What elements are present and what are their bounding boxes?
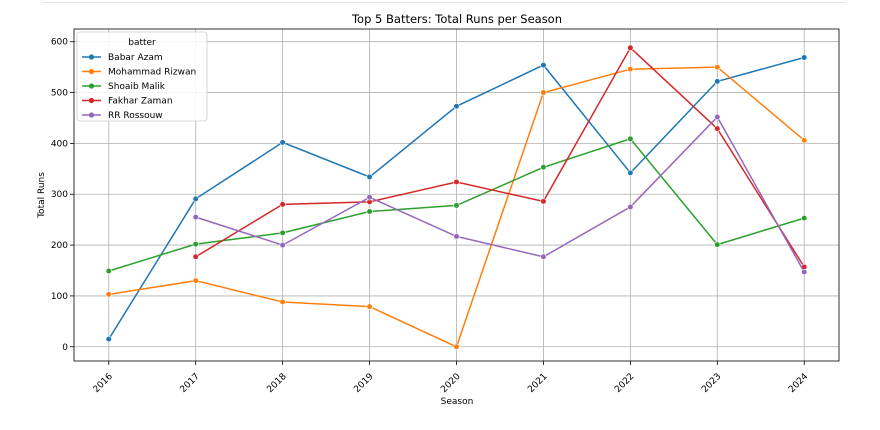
data-point-babar-azam: [279, 139, 286, 146]
x-tick-label: 2024: [787, 372, 810, 395]
data-point-mohammad-rizwan: [627, 66, 634, 73]
series-line-rr-rossouw: [195, 115, 805, 273]
legend-item-shoaib-malik: Shoaib Malik: [82, 82, 166, 92]
data-point-mohammad-rizwan: [279, 298, 286, 306]
x-tick-label: 2023: [700, 372, 723, 395]
series-lines: [105, 44, 808, 350]
data-point-rr-rossouw: [453, 233, 460, 240]
data-point-babar-azam: [105, 336, 112, 343]
data-point-mohammad-rizwan: [366, 303, 373, 310]
y-tick-label: 300: [51, 190, 68, 200]
y-tick-label: 0: [62, 343, 68, 353]
data-point-fakhar-zaman: [192, 253, 199, 260]
data-point-rr-rossouw: [801, 268, 808, 276]
series-mohammad-rizwan: [105, 64, 808, 350]
data-point-shoaib-malik: [627, 135, 634, 142]
data-point-shoaib-malik: [453, 202, 460, 209]
y-tick-label: 100: [51, 292, 68, 302]
legend-item-fakhar-zaman: Fakhar Zaman: [82, 97, 173, 107]
legend-item-rr-rossouw: RR Rossouw: [82, 111, 163, 121]
data-point-shoaib-malik: [801, 215, 808, 222]
data-point-rr-rossouw: [540, 253, 547, 260]
data-point-babar-azam: [366, 173, 373, 181]
legend-label: Mohammad Rizwan: [108, 68, 196, 78]
data-point-babar-azam: [453, 103, 460, 110]
data-point-shoaib-malik: [279, 229, 286, 236]
legend-label: Babar Azam: [108, 53, 163, 63]
legend-label: Fakhar Zaman: [108, 97, 173, 107]
data-point-babar-azam: [540, 61, 547, 69]
legend-item-mohammad-rizwan: Mohammad Rizwan: [82, 68, 196, 78]
data-point-mohammad-rizwan: [540, 89, 547, 96]
data-point-rr-rossouw: [714, 113, 721, 121]
x-tick-label: 2019: [352, 372, 375, 395]
data-point-babar-azam: [714, 78, 721, 85]
legend-swatch-marker: [88, 97, 95, 104]
y-axis-label: Total Runs: [37, 172, 47, 219]
data-point-fakhar-zaman: [540, 198, 547, 205]
legend-swatch-marker: [88, 83, 95, 89]
x-tick-label: 2017: [179, 372, 202, 395]
top-divider: [42, 0, 846, 3]
x-tick-label: 2018: [265, 372, 288, 395]
legend-swatch-marker: [88, 68, 95, 75]
data-point-rr-rossouw: [279, 241, 286, 249]
legend-swatch-marker: [88, 54, 95, 60]
x-tick-label: 2016: [92, 372, 115, 395]
series-rr-rossouw: [192, 113, 808, 276]
data-point-shoaib-malik: [366, 208, 373, 215]
chart-title: Top 5 Batters: Total Runs per Season: [351, 12, 562, 26]
series-babar-azam: [105, 54, 808, 343]
data-point-fakhar-zaman: [627, 44, 634, 51]
data-point-mohammad-rizwan: [105, 291, 112, 298]
data-point-mohammad-rizwan: [453, 343, 460, 350]
data-point-babar-azam: [801, 54, 808, 61]
x-tick-label: 2021: [526, 372, 549, 395]
legend-label: RR Rossouw: [108, 111, 163, 121]
data-point-shoaib-malik: [714, 241, 721, 248]
series-shoaib-malik: [105, 135, 808, 275]
data-point-shoaib-malik: [540, 164, 547, 171]
data-point-mohammad-rizwan: [192, 277, 199, 284]
series-line-fakhar-zaman: [195, 46, 805, 268]
legend-item-babar-azam: Babar Azam: [82, 53, 163, 63]
data-point-fakhar-zaman: [453, 178, 460, 186]
data-point-mohammad-rizwan: [714, 64, 721, 71]
legend-title: batter: [128, 38, 156, 48]
legend-swatch-marker: [88, 112, 95, 118]
data-point-mohammad-rizwan: [801, 137, 808, 144]
legend-items: Babar Azam Mohammad Rizwan Shoaib Malik Fak…: [82, 53, 196, 121]
legend-box: [76, 31, 208, 122]
x-tick-label: 2020: [439, 372, 462, 395]
data-point-fakhar-zaman: [279, 201, 286, 208]
data-point-rr-rossouw: [192, 214, 199, 221]
data-point-babar-azam: [627, 169, 634, 176]
y-tick-label: 200: [51, 241, 68, 251]
data-point-fakhar-zaman: [714, 125, 721, 132]
y-tick-label: 500: [51, 89, 68, 99]
y-tick-label: 400: [51, 139, 68, 149]
data-point-babar-azam: [192, 195, 199, 202]
y-tick-label: 600: [51, 38, 68, 48]
x-axis-label: Season: [441, 397, 474, 407]
data-point-rr-rossouw: [366, 194, 373, 201]
legend-label: Shoaib Malik: [108, 82, 166, 92]
data-point-rr-rossouw: [627, 203, 634, 211]
data-point-shoaib-malik: [105, 267, 112, 275]
x-tick-label: 2022: [613, 372, 636, 395]
legend: batter Babar Azam Mohammad Rizwan Shoaib M…: [76, 31, 208, 122]
series-fakhar-zaman: [192, 44, 808, 271]
data-point-shoaib-malik: [192, 240, 199, 248]
